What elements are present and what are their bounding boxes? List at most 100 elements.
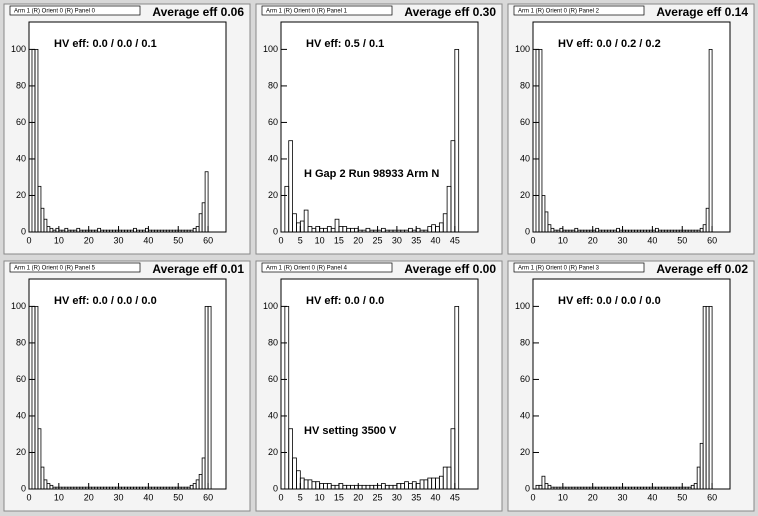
x-tick-label: 50	[677, 492, 687, 502]
panel: Arm 1 (R) Orient 0 (R) Panel 5 Average ef…	[3, 260, 251, 512]
bin-bar	[454, 305, 460, 490]
panel-title: Arm 1 (R) Orient 0 (R) Panel 0	[14, 9, 96, 15]
y-tick-label: 20	[268, 190, 278, 200]
bin-bar	[334, 218, 340, 233]
x-tick-label: 35	[411, 492, 421, 502]
y-tick-label: 60	[268, 117, 278, 127]
y-tick-label: 0	[273, 226, 278, 236]
title-box	[261, 262, 393, 273]
x-tick-label: 20	[588, 235, 598, 245]
x-tick-label: 45	[450, 492, 460, 502]
x-tick-label: 50	[677, 235, 687, 245]
x-tick-label: 20	[84, 492, 94, 502]
panel-title: Arm 1 (R) Orient 0 (R) Panel 4	[266, 266, 348, 272]
x-tick-label: 5	[298, 492, 303, 502]
y-tick-label: 40	[520, 410, 530, 420]
plot-area	[532, 21, 731, 233]
y-tick-label: 20	[520, 447, 530, 457]
annotation: HV eff: 0.0 / 0.0 / 0.1	[54, 38, 157, 50]
x-tick-label: 40	[647, 235, 657, 245]
title-box	[9, 262, 141, 273]
bin-bar	[454, 48, 460, 233]
y-tick-label: 100	[515, 44, 530, 54]
bin-bar	[708, 305, 713, 490]
x-tick-label: 40	[647, 492, 657, 502]
bin-bar	[288, 140, 293, 233]
y-tick-label: 20	[268, 447, 278, 457]
plot-area	[28, 278, 227, 490]
panel: Arm 1 (R) Orient 0 (R) Panel 2 Average ef…	[507, 3, 755, 255]
annotation: HV setting 3500 V	[304, 425, 397, 437]
panel-title: Arm 1 (R) Orient 0 (R) Panel 1	[266, 9, 348, 15]
y-tick-label: 80	[16, 80, 26, 90]
y-tick-label: 80	[520, 80, 530, 90]
y-tick-label: 20	[520, 190, 530, 200]
x-tick-label: 60	[203, 235, 213, 245]
y-tick-label: 60	[520, 374, 530, 384]
title-box	[261, 5, 393, 16]
x-tick-label: 40	[143, 235, 153, 245]
x-tick-label: 25	[373, 235, 383, 245]
x-tick-label: 50	[173, 492, 183, 502]
y-tick-label: 80	[520, 337, 530, 347]
plot-area	[280, 278, 479, 490]
average-eff: Average eff 0.30	[404, 5, 496, 19]
x-tick-label: 10	[315, 492, 325, 502]
panel: Arm 1 (R) Orient 0 (R) Panel 4 Average ef…	[255, 260, 503, 512]
x-tick-label: 30	[392, 492, 402, 502]
x-tick-label: 15	[334, 492, 344, 502]
bin-bar	[40, 466, 45, 490]
x-tick-label: 60	[203, 492, 213, 502]
y-tick-label: 40	[16, 153, 26, 163]
x-tick-label: 20	[588, 492, 598, 502]
x-tick-label: 30	[618, 492, 628, 502]
bin-bar	[207, 305, 212, 490]
panel: Arm 1 (R) Orient 0 (R) Panel 1 Average ef…	[255, 3, 503, 255]
x-tick-label: 10	[54, 492, 64, 502]
plot-area	[532, 278, 731, 490]
bin-bar	[541, 475, 546, 490]
x-tick-label: 40	[431, 492, 441, 502]
title-box	[513, 262, 645, 273]
average-eff: Average eff 0.00	[404, 262, 496, 276]
x-tick-label: 40	[431, 235, 441, 245]
x-tick-label: 30	[618, 235, 628, 245]
annotation: HV eff: 0.0 / 0.0 / 0.0	[558, 295, 661, 307]
panel: Arm 1 (R) Orient 0 (R) Panel 0 Average ef…	[3, 3, 251, 255]
x-tick-label: 30	[114, 235, 124, 245]
y-tick-label: 80	[268, 80, 278, 90]
y-tick-label: 100	[515, 301, 530, 311]
y-tick-label: 40	[268, 410, 278, 420]
panel-title: Arm 1 (R) Orient 0 (R) Panel 3	[518, 266, 600, 272]
x-tick-label: 15	[334, 235, 344, 245]
title-box	[9, 5, 141, 16]
x-tick-label: 60	[707, 492, 717, 502]
x-tick-label: 0	[278, 235, 283, 245]
x-tick-label: 20	[353, 235, 363, 245]
panel: Arm 1 (R) Orient 0 (R) Panel 3 Average ef…	[507, 260, 755, 512]
x-tick-label: 35	[411, 235, 421, 245]
bin-bar	[708, 48, 713, 233]
x-tick-label: 0	[26, 235, 31, 245]
y-tick-label: 60	[16, 117, 26, 127]
x-tick-label: 0	[278, 492, 283, 502]
y-tick-label: 40	[16, 410, 26, 420]
y-tick-label: 100	[263, 301, 278, 311]
bin-bar	[34, 48, 39, 233]
annotation: HV eff: 0.5 / 0.1	[306, 38, 384, 50]
x-tick-label: 50	[173, 235, 183, 245]
x-tick-label: 0	[26, 492, 31, 502]
x-tick-label: 10	[54, 235, 64, 245]
y-tick-label: 40	[268, 153, 278, 163]
average-eff: Average eff 0.06	[152, 5, 244, 19]
average-eff: Average eff 0.14	[656, 5, 748, 19]
x-tick-label: 45	[450, 235, 460, 245]
y-tick-label: 20	[16, 447, 26, 457]
panel-title: Arm 1 (R) Orient 0 (R) Panel 2	[518, 9, 600, 15]
x-tick-label: 25	[373, 492, 383, 502]
x-tick-label: 0	[530, 235, 535, 245]
x-tick-label: 10	[315, 235, 325, 245]
y-tick-label: 100	[11, 301, 26, 311]
x-tick-label: 30	[114, 492, 124, 502]
